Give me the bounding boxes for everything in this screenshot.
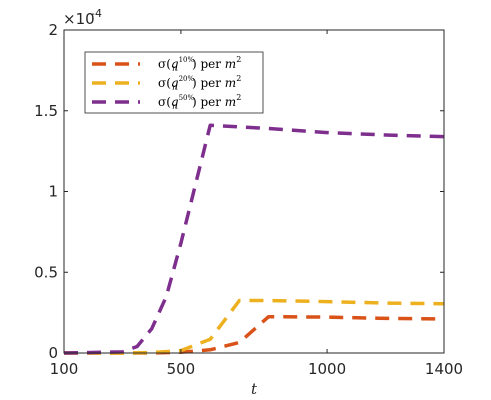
y-tick-label: 1.5 [34,102,58,120]
legend-label-1: σ(q10% r) per m2 [158,55,241,73]
y-exponent-base: ×10 [63,10,95,28]
legend-label-2: σ(q20% r) per m2 [158,74,241,92]
legend-label-3: σ(q50% r) per m2 [158,93,241,111]
x-tick-label: 1000 [308,360,346,378]
x-tick-label: 500 [167,360,196,378]
x-axis-label: t [251,380,258,398]
x-tick-label: 100 [50,360,79,378]
ticks-layer: 100 500 1000 1400 0 0.5 1 1.5 2 [34,21,463,378]
x-tick-label: 1400 [425,360,463,378]
y-exponent-power: -4 [91,7,102,20]
legend: σ(q10% r) per m2σ(q20% r) per m2σ(q50% r) p… [84,51,264,114]
y-tick-label: 0 [48,344,58,362]
y-tick-label: 2 [48,21,58,39]
series-line-3 [63,123,445,355]
y-exponent: ×10 -4 [63,7,102,28]
y-tick-label: 0.5 [34,263,58,281]
legend-box [84,51,264,114]
y-tick-label: 1 [48,183,58,201]
